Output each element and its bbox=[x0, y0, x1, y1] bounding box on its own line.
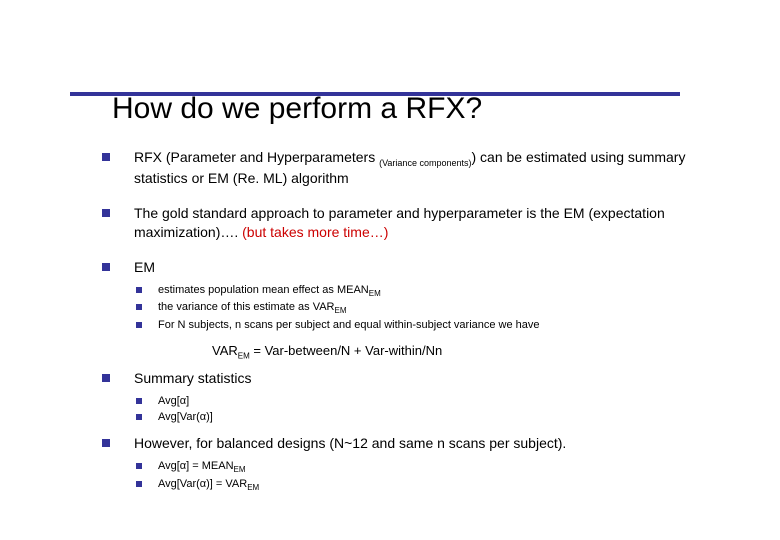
bullet-item: RFX (Parameter and Hyperparameters (Vari… bbox=[102, 148, 702, 188]
sub-bullet-item: Avg[α] = MEANEM bbox=[136, 459, 702, 476]
sub-bullet-item: the variance of this estimate as VAREM bbox=[136, 300, 702, 317]
slide-title: How do we perform a RFX? bbox=[112, 92, 482, 126]
bullet-item: The gold standard approach to parameter … bbox=[102, 204, 702, 242]
slide-content: RFX (Parameter and Hyperparameters (Vari… bbox=[102, 148, 702, 504]
sub-bullet-group: estimates population mean effect as MEAN… bbox=[136, 283, 702, 334]
bullet-marker-icon bbox=[136, 304, 142, 310]
slide: How do we perform a RFX? RFX (Parameter … bbox=[0, 0, 780, 540]
bullet-marker-icon bbox=[136, 481, 142, 487]
sub-bullet-text: the variance of this estimate as VAREM bbox=[158, 300, 347, 317]
sub-bullet-item: Avg[Var(α)] = VAREM bbox=[136, 477, 702, 494]
bullet-marker-icon bbox=[136, 414, 142, 420]
text-segment: Avg[α] = MEAN bbox=[158, 460, 234, 472]
bullet-item: EM bbox=[102, 258, 702, 277]
subscript-text: (Variance components) bbox=[379, 158, 471, 168]
text-segment: VAR bbox=[212, 343, 238, 358]
highlight-text: (but takes more time…) bbox=[242, 224, 388, 240]
bullet-marker-icon bbox=[136, 287, 142, 293]
sub-bullet-text: estimates population mean effect as MEAN… bbox=[158, 283, 381, 300]
bullet-item: However, for balanced designs (N~12 and … bbox=[102, 434, 702, 453]
sub-bullet-text: Avg[Var(α)] bbox=[158, 410, 213, 425]
text-segment: estimates population mean effect as MEAN bbox=[158, 284, 369, 296]
sub-bullet-item: For N subjects, n scans per subject and … bbox=[136, 318, 702, 333]
text-segment: The gold standard approach to parameter … bbox=[134, 205, 665, 240]
sub-bullet-item: Avg[Var(α)] bbox=[136, 410, 702, 425]
bullet-marker-icon bbox=[102, 209, 110, 217]
bullet-marker-icon bbox=[136, 463, 142, 469]
bullet-marker-icon bbox=[102, 153, 110, 161]
bullet-text: RFX (Parameter and Hyperparameters (Vari… bbox=[134, 148, 702, 188]
formula-text: VAREM = Var-between/N + Var-within/Nn bbox=[212, 343, 702, 361]
bullet-text: Summary statistics bbox=[134, 369, 251, 388]
bullet-marker-icon bbox=[102, 263, 110, 271]
sub-bullet-item: estimates population mean effect as MEAN… bbox=[136, 283, 702, 300]
bullet-text: The gold standard approach to parameter … bbox=[134, 204, 702, 242]
sub-bullet-text: Avg[Var(α)] = VAREM bbox=[158, 477, 259, 494]
sub-bullet-group: Avg[α] = MEANEM Avg[Var(α)] = VAREM bbox=[136, 459, 702, 494]
text-segment: the variance of this estimate as VAR bbox=[158, 301, 335, 313]
sub-bullet-item: Avg[α] bbox=[136, 394, 702, 409]
subscript-text: EM bbox=[247, 484, 259, 493]
sub-bullet-text: Avg[α] = MEANEM bbox=[158, 459, 246, 476]
subscript-text: EM bbox=[335, 307, 347, 316]
subscript-text: EM bbox=[234, 466, 246, 475]
sub-bullet-text: For N subjects, n scans per subject and … bbox=[158, 318, 540, 333]
bullet-text: However, for balanced designs (N~12 and … bbox=[134, 434, 566, 453]
bullet-marker-icon bbox=[102, 439, 110, 447]
text-segment: = Var-between/N + Var-within/Nn bbox=[250, 343, 442, 358]
sub-bullet-group: Avg[α] Avg[Var(α)] bbox=[136, 394, 702, 425]
text-segment: Avg[Var(α)] = VAR bbox=[158, 478, 247, 490]
bullet-text: EM bbox=[134, 258, 155, 277]
text-segment: RFX (Parameter and Hyperparameters bbox=[134, 149, 379, 165]
bullet-item: Summary statistics bbox=[102, 369, 702, 388]
sub-bullet-text: Avg[α] bbox=[158, 394, 189, 409]
bullet-marker-icon bbox=[136, 398, 142, 404]
bullet-marker-icon bbox=[102, 374, 110, 382]
bullet-marker-icon bbox=[136, 322, 142, 328]
subscript-text: EM bbox=[369, 289, 381, 298]
subscript-text: EM bbox=[238, 352, 250, 361]
